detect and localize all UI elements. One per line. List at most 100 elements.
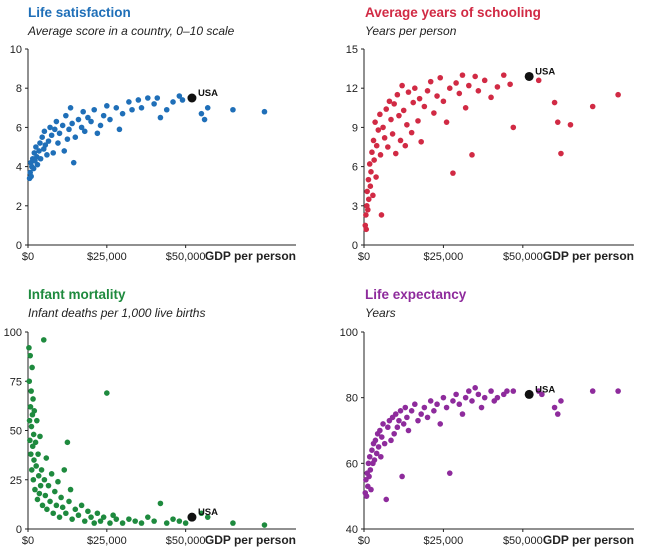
data-point xyxy=(481,77,488,84)
usa-label: USA xyxy=(535,384,555,395)
data-point xyxy=(500,72,507,78)
data-point xyxy=(365,206,371,213)
data-point xyxy=(472,385,478,391)
data-point xyxy=(369,447,375,453)
data-point xyxy=(97,518,104,524)
data-point xyxy=(28,173,34,180)
data-point xyxy=(367,467,374,473)
data-point xyxy=(28,467,35,473)
data-point xyxy=(453,80,459,86)
data-point xyxy=(29,443,36,450)
data-point xyxy=(176,518,183,524)
data-point xyxy=(48,471,55,477)
data-point xyxy=(364,188,370,195)
data-point xyxy=(446,85,453,91)
data-point xyxy=(88,118,94,125)
data-point xyxy=(70,159,77,166)
data-point xyxy=(507,81,513,88)
data-point xyxy=(33,144,39,150)
y-tick-label: 75 xyxy=(10,376,22,388)
data-point xyxy=(28,423,35,430)
data-point xyxy=(466,82,472,89)
data-point xyxy=(67,486,74,493)
data-point xyxy=(408,129,415,136)
x-tick-label: $50,000 xyxy=(503,535,543,547)
data-point xyxy=(116,126,123,133)
data-point xyxy=(415,417,421,424)
data-point xyxy=(145,95,151,101)
data-point xyxy=(28,451,34,457)
data-point xyxy=(204,105,211,111)
data-point xyxy=(40,337,47,343)
x-tick-label: $0 xyxy=(358,251,370,263)
data-point xyxy=(66,126,72,133)
y-tick-label: 25 xyxy=(10,475,22,487)
data-point xyxy=(410,99,417,106)
data-point xyxy=(494,394,501,401)
scatter-plot: 0 25 50 75 100 $0 $25,000 $50,000 GDP per person… xyxy=(4,327,296,547)
chart-title: Life expectancy xyxy=(365,287,467,302)
data-point xyxy=(30,396,36,402)
chart-title: Average years of schooling xyxy=(365,5,541,20)
data-point xyxy=(427,398,434,404)
data-point xyxy=(36,490,43,497)
chart-subtitle: Years per person xyxy=(365,24,457,38)
data-point xyxy=(110,512,116,519)
usa-highlight-point xyxy=(187,512,197,522)
data-point xyxy=(26,378,33,385)
data-point xyxy=(404,121,410,128)
x-tick-label: $50,000 xyxy=(166,535,206,547)
data-point xyxy=(459,411,466,417)
data-point xyxy=(391,430,397,437)
data-point xyxy=(392,150,399,157)
data-point xyxy=(41,128,48,135)
y-tick-label: 80 xyxy=(346,393,358,405)
y-tick-label: 0 xyxy=(352,240,358,252)
data-point xyxy=(53,502,60,509)
data-point xyxy=(421,103,428,110)
data-point xyxy=(396,417,402,424)
data-point xyxy=(56,514,63,520)
x-tick-label: $0 xyxy=(22,251,34,263)
data-point xyxy=(402,142,409,149)
data-point xyxy=(32,486,38,493)
data-point xyxy=(80,108,86,115)
data-point xyxy=(198,510,205,517)
data-point xyxy=(151,101,157,107)
chart-panel-average-years-of-schooling: Average years of schooling Years per per… xyxy=(324,0,648,278)
data-point xyxy=(377,152,384,158)
data-point xyxy=(100,514,107,520)
x-axis-label: GDP per person xyxy=(205,249,296,263)
data-point xyxy=(44,506,50,513)
data-point xyxy=(424,414,431,421)
x-tick-label: $25,000 xyxy=(87,251,127,263)
data-point xyxy=(399,473,405,480)
chart-subtitle: Years xyxy=(365,306,396,320)
data-point xyxy=(63,112,69,119)
data-point xyxy=(97,122,104,129)
data-point xyxy=(456,401,463,408)
data-point xyxy=(61,467,68,473)
data-point xyxy=(119,520,126,526)
data-point xyxy=(59,122,66,129)
usa-label: USA xyxy=(535,66,555,77)
y-tick-label: 0 xyxy=(16,240,22,252)
data-point xyxy=(91,106,98,113)
data-point xyxy=(551,99,558,106)
y-tick-label: 6 xyxy=(352,162,358,174)
data-point xyxy=(176,93,183,99)
data-point xyxy=(100,112,107,119)
data-point xyxy=(368,486,374,493)
data-point xyxy=(388,116,394,123)
data-point xyxy=(366,161,373,167)
data-point xyxy=(28,388,34,394)
y-tick-label: 100 xyxy=(340,327,358,339)
data-point xyxy=(37,482,44,489)
data-point xyxy=(459,72,466,78)
data-point xyxy=(397,408,404,414)
data-point xyxy=(365,196,372,203)
data-point xyxy=(37,140,43,146)
data-point xyxy=(126,516,132,522)
data-point xyxy=(378,453,384,460)
data-point xyxy=(440,394,447,401)
